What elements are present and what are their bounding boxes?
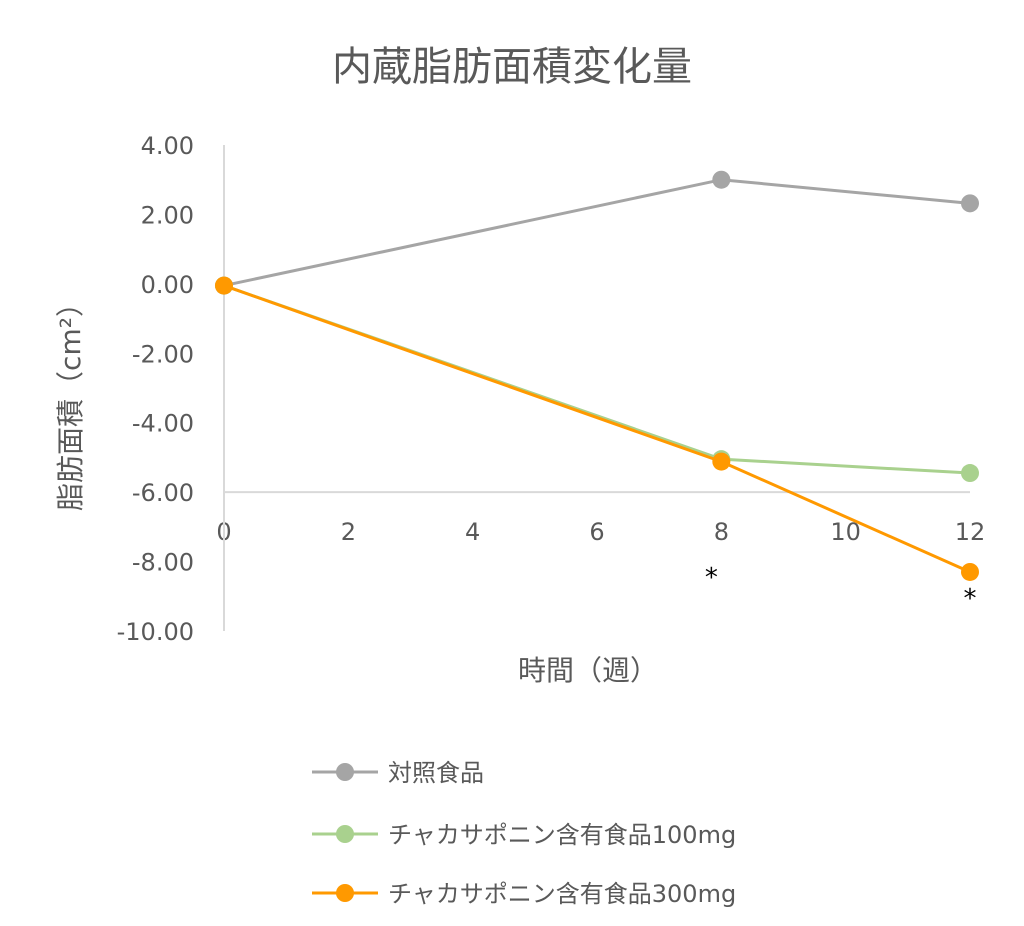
series-point-1	[961, 464, 979, 483]
y-tick-label: 0.00	[141, 271, 194, 299]
legend-swatch-marker	[336, 825, 354, 843]
legend-swatch-marker	[336, 884, 354, 902]
legend-label: チャカサポニン含有食品100mg	[388, 821, 736, 849]
x-tick-label: 8	[714, 518, 729, 546]
y-tick-label: -4.00	[132, 410, 194, 438]
y-axis-ticks: 4.00 2.00 0.00 -2.00 -4.00 -6.00 -8.00 -10.00	[117, 132, 194, 646]
series-point-0	[712, 170, 731, 189]
series-group	[215, 170, 979, 581]
series-line-1	[223, 284, 971, 475]
axes	[223, 145, 970, 631]
x-tick-label: 4	[465, 518, 480, 546]
y-tick-label: 2.00	[141, 201, 194, 229]
legend-swatch-marker	[336, 763, 354, 781]
annotations: **	[705, 563, 977, 614]
significance-marker: *	[964, 584, 977, 614]
series-point-0	[961, 194, 979, 213]
x-tick-label: 12	[955, 518, 986, 546]
series-point-2	[215, 276, 233, 295]
y-tick-label: 4.00	[141, 132, 194, 160]
x-axis-title: 時間（週）	[518, 654, 658, 687]
x-tick-label: 6	[589, 518, 604, 546]
y-axis-title: 脂肪面積（cm²）	[54, 289, 87, 511]
series-line-0	[223, 178, 971, 288]
y-tick-label: -2.00	[132, 340, 194, 368]
x-tick-label: 2	[341, 518, 356, 546]
chart-title: 内蔵脂肪面積変化量	[332, 44, 692, 90]
significance-marker: *	[705, 563, 718, 593]
series-point-2	[712, 452, 731, 471]
y-tick-label: -10.00	[117, 618, 194, 646]
y-tick-label: -8.00	[132, 549, 194, 577]
legend-label: 対照食品	[388, 759, 484, 787]
legend-label: チャカサポニン含有食品300mg	[388, 880, 736, 908]
series-point-2	[961, 562, 979, 581]
y-tick-label: -6.00	[132, 479, 194, 507]
